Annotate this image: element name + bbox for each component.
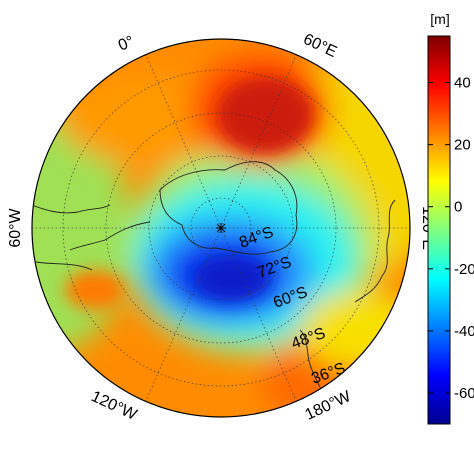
colorbar-tick-label: -40 <box>454 323 474 340</box>
polar-map-disk <box>32 39 410 417</box>
colorbar-tick-label: -20 <box>454 261 474 278</box>
colorbar-ticks: 40 20 0 -20 -40 -60 <box>428 75 474 402</box>
map-border <box>31 38 411 418</box>
pole-marker-icon <box>216 223 226 233</box>
meridian-label-0: 0° <box>116 33 137 54</box>
meridian-label-60w: 60°W <box>7 207 24 247</box>
colorbar: [m] 40 20 0 -20 -40 -60 <box>427 11 474 425</box>
colorbar-gradient <box>427 35 451 425</box>
colorbar-tick-label: 40 <box>454 75 471 92</box>
meridian-lines <box>32 39 410 417</box>
meridian-label-60e: 60°E <box>301 31 340 61</box>
colorbar-unit: [m] <box>430 11 449 27</box>
colorbar-tick-label: -60 <box>454 385 474 402</box>
colorbar-tick-label: 20 <box>454 137 471 154</box>
colorbar-tick-label: 0 <box>454 199 462 216</box>
coastlines <box>32 161 396 411</box>
